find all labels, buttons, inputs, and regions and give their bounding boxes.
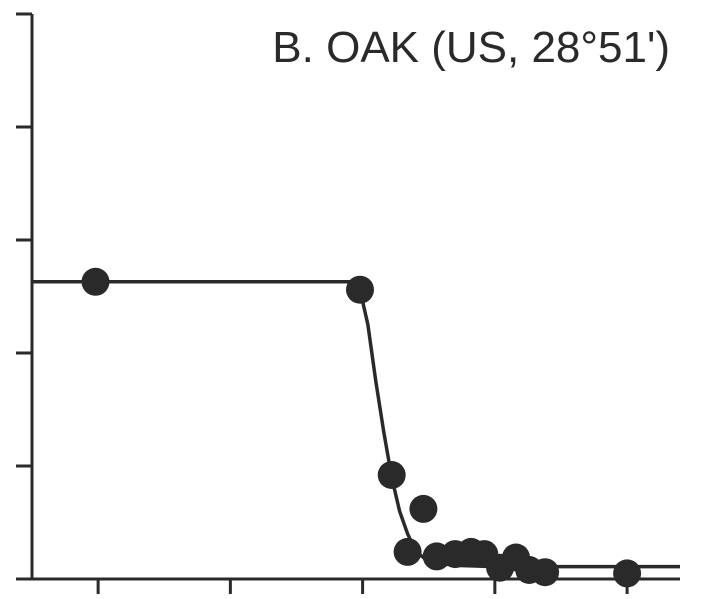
data-point — [613, 559, 642, 588]
data-point — [346, 275, 374, 304]
data-point — [377, 461, 406, 489]
data-point — [81, 267, 110, 296]
data-points-group — [81, 267, 642, 588]
axes — [16, 12, 680, 594]
data-point — [531, 558, 560, 587]
fit-curve-group — [32, 280, 680, 569]
fit-curve — [32, 280, 680, 569]
data-point — [409, 494, 438, 523]
chart-title: B. OAK (US, 28°51') — [272, 23, 670, 72]
data-point — [393, 537, 422, 566]
